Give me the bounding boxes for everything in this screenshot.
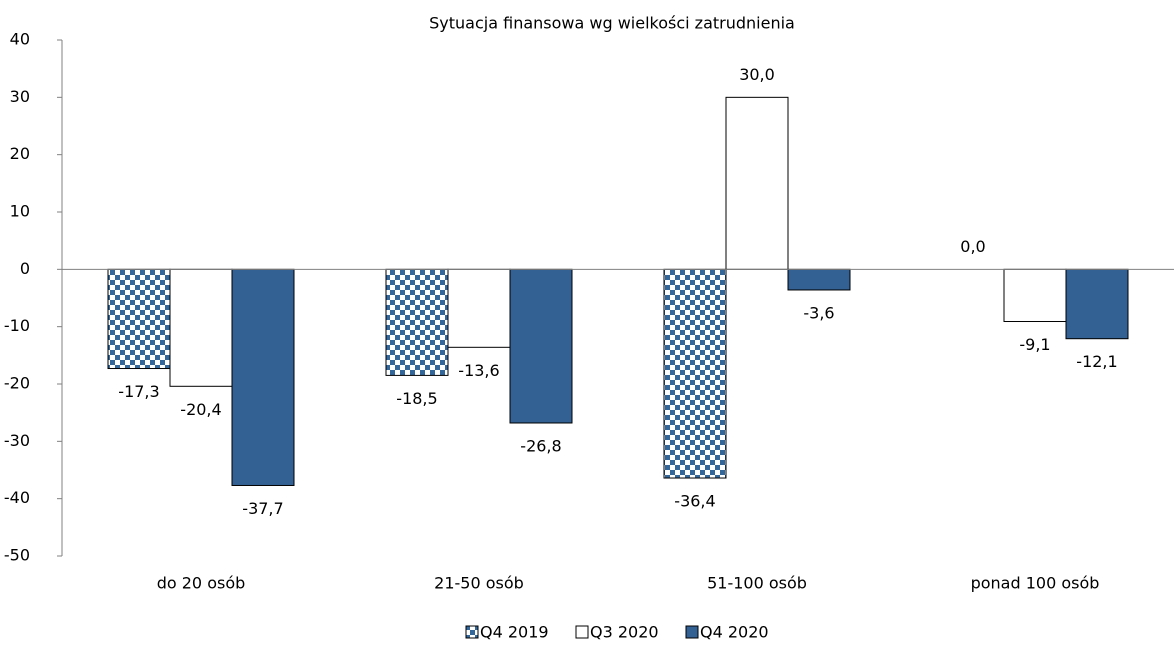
data-label: -3,6 xyxy=(803,303,834,322)
data-label: -37,7 xyxy=(242,499,283,518)
chart-title: Sytuacja finansowa wg wielkości zatrudni… xyxy=(429,14,795,33)
bar xyxy=(1003,268,1067,323)
y-tick-label: -30 xyxy=(4,431,30,450)
data-label: 0,0 xyxy=(960,237,985,256)
bar xyxy=(107,268,171,370)
y-tick-label: 20 xyxy=(10,144,30,163)
data-label: -13,6 xyxy=(458,361,499,380)
bar xyxy=(725,96,789,270)
y-tick-label: 10 xyxy=(10,202,30,221)
legend-label: Q4 2019 xyxy=(480,623,549,642)
bar xyxy=(509,268,573,424)
data-label: -18,5 xyxy=(396,389,437,408)
bar xyxy=(169,268,233,387)
data-label: -12,1 xyxy=(1076,352,1117,371)
data-label: 30,0 xyxy=(739,65,775,84)
bar xyxy=(663,268,727,479)
x-tick-label: 21-50 osób xyxy=(434,574,524,593)
bar xyxy=(1065,268,1129,340)
x-tick-label: 51-100 osób xyxy=(707,574,807,593)
legend-swatch xyxy=(465,625,479,639)
y-tick-label: -20 xyxy=(4,374,30,393)
legend-label: Q3 2020 xyxy=(590,623,659,642)
y-tick-label: 30 xyxy=(10,87,30,106)
y-tick-label: -10 xyxy=(4,316,30,335)
legend-swatch xyxy=(685,625,699,639)
data-label: -9,1 xyxy=(1019,335,1050,354)
bar xyxy=(447,268,511,348)
data-label: -17,3 xyxy=(118,382,159,401)
data-label: -36,4 xyxy=(674,492,715,511)
x-tick-label: do 20 osób xyxy=(157,574,246,593)
data-label: -20,4 xyxy=(180,400,221,419)
x-tick-label: ponad 100 osób xyxy=(971,574,1100,593)
y-tick-label: 40 xyxy=(10,30,30,49)
y-tick-label: -40 xyxy=(4,488,30,507)
bar xyxy=(385,268,449,376)
y-tick-label: 0 xyxy=(20,259,30,278)
y-tick-label: -50 xyxy=(4,546,30,565)
bar xyxy=(787,268,851,291)
legend-label: Q4 2020 xyxy=(700,623,769,642)
data-label: -26,8 xyxy=(520,436,561,455)
legend-swatch xyxy=(575,625,589,639)
bar xyxy=(231,268,295,486)
